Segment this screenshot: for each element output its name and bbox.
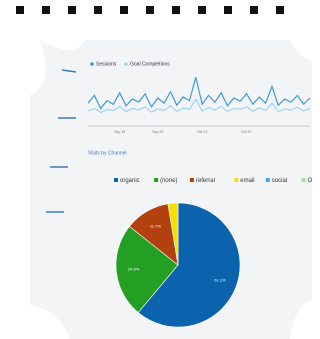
legend-swatch [124,62,128,66]
legend-label: Goal Completions [130,61,170,67]
legend-swatch [234,178,238,182]
slice-label: 61.1% [214,277,226,282]
legend-label: referral [196,178,215,184]
legend-label: organic [120,178,140,184]
legend-label: (none) [160,178,177,184]
legend-swatch [302,178,306,182]
legend-swatch [266,178,270,182]
legend-label: Sessions [96,61,117,67]
x-tick-label: Sep 29 [152,130,163,134]
screenshot: Visits by Channel Sessions Goal Completio… [0,0,312,339]
legend-label: email [240,178,254,184]
x-tick-label: Oct 27 [241,130,251,134]
pie-title: Visits by Channel [88,150,127,156]
legend-swatch [190,178,194,182]
x-tick-label: Oct 13 [197,130,207,134]
slice-label: 24.6% [128,267,140,272]
slice-label: 11.7% [150,224,161,229]
legend-swatch [114,178,118,182]
legend-swatch [154,178,158,182]
legend-swatch [90,62,94,66]
legend-label: social [272,178,287,184]
x-tick-label: Sep 15 [114,130,125,134]
legend-label: Other [308,178,312,184]
film-strip [16,6,284,14]
